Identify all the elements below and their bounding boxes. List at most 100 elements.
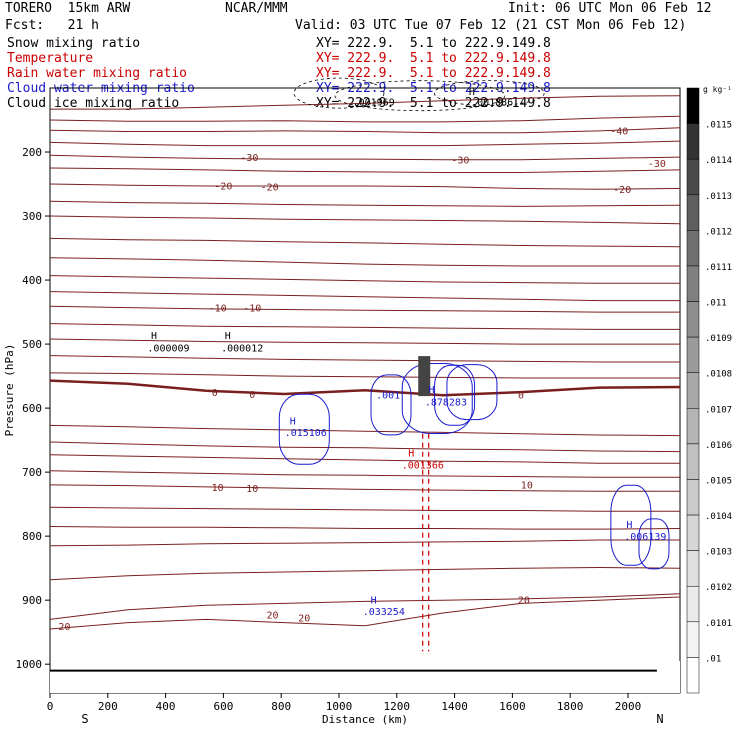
y-tick-label: 500 — [22, 338, 42, 351]
temperature-contour — [49, 470, 680, 478]
contour-label: -20 — [261, 183, 279, 194]
colorbar-label: .0113 — [705, 192, 732, 202]
contour-label: .001886 — [471, 97, 513, 108]
x-tick-label: 1600 — [499, 700, 526, 713]
temperature-contour — [49, 596, 681, 630]
legend-name: Temperature — [7, 51, 94, 66]
colorbar-label: .0115 — [705, 121, 732, 131]
colorbar-label: .0106 — [705, 441, 732, 451]
south-label: S — [81, 712, 88, 726]
contour-label: -30 — [648, 159, 666, 170]
colorbar-label: .0101 — [705, 619, 732, 629]
temperature-contour — [49, 539, 680, 547]
temperature-contour — [49, 200, 681, 207]
contour-label: H — [151, 331, 157, 342]
colorbar-swatch — [686, 550, 700, 587]
x-tick-label: 200 — [98, 700, 118, 713]
temperature-contour — [49, 454, 680, 464]
colorbar-label: .0103 — [705, 548, 732, 558]
x-tick-label: 1200 — [384, 700, 411, 713]
center-label: NCAR/MMM — [225, 1, 288, 16]
temperature-contour — [49, 115, 681, 123]
colorbar-swatch — [686, 621, 700, 658]
contour-label: H — [626, 520, 632, 531]
contour-label: 10 — [212, 483, 224, 494]
contour-label: H — [469, 87, 475, 98]
colorbar-swatch — [686, 514, 700, 551]
contour-label: 0 — [212, 388, 218, 399]
temperature-contour — [49, 593, 681, 620]
colorbar-swatch — [686, 443, 700, 480]
temperature-contour — [49, 257, 680, 267]
cloud-water-contour — [446, 364, 498, 421]
contour-label: 0 — [518, 391, 524, 402]
temperature-contour — [49, 291, 680, 302]
contour-label: -10 — [209, 304, 227, 315]
temperature-contour — [49, 506, 680, 512]
temperature-contour — [50, 95, 681, 110]
colorbar-swatch — [686, 123, 700, 160]
colorbar-label: .011 — [705, 299, 727, 309]
temperature-contour — [49, 441, 681, 453]
temperature-contour — [49, 566, 681, 581]
temperature-contour — [49, 379, 681, 397]
x-tick-label: 600 — [213, 700, 233, 713]
north-label: N — [656, 712, 663, 726]
contour-label: -10 — [243, 304, 261, 315]
contour-label: H — [290, 416, 296, 427]
contour-label: H — [408, 448, 414, 459]
contour-label: .001969 — [353, 97, 395, 108]
contour-label: 20 — [518, 596, 530, 607]
colorbar-swatch — [686, 479, 700, 516]
colorbar-swatch — [686, 230, 700, 267]
contour-label: -40 — [610, 126, 628, 137]
colorbar-swatch — [686, 194, 700, 231]
colorbar-label: .0114 — [705, 156, 732, 166]
x-tick-label: 400 — [156, 700, 176, 713]
contour-label: .006139 — [624, 532, 666, 543]
colorbar-label: .0104 — [705, 512, 732, 522]
contour-label: .001366 — [402, 460, 444, 471]
valid-label: Valid: 03 UTC Tue 07 Feb 12 (21 CST Mon … — [295, 18, 687, 33]
colorbar-swatch — [686, 585, 700, 623]
y-tick-label: 700 — [22, 466, 42, 479]
colorbar-label: .0109 — [705, 334, 732, 344]
temperature-contour — [49, 275, 680, 284]
colorbar-label: .01 — [705, 654, 721, 664]
x-axis-label: Distance (km) — [322, 713, 408, 726]
colorbar-label: .0108 — [705, 370, 732, 380]
y-tick-label: 400 — [22, 274, 42, 287]
cloud-water-contour — [434, 364, 476, 426]
colorbar-swatch — [686, 87, 700, 124]
contour-label: -20 — [613, 185, 631, 196]
contour-label: 10 — [521, 480, 533, 491]
x-tick-label: 0 — [47, 700, 54, 713]
y-tick-label: 900 — [22, 594, 42, 607]
snow-shading — [418, 356, 431, 397]
temperature-contour — [49, 215, 681, 225]
contour-label: H — [428, 385, 434, 396]
colorbar-label: .0105 — [705, 476, 732, 486]
temperature-contour — [49, 355, 680, 363]
legend-name: Rain water mixing ratio — [7, 66, 188, 81]
y-tick-label: 300 — [22, 210, 42, 223]
cloud-ice-contour — [293, 77, 385, 109]
temperature-contour — [49, 167, 681, 173]
contour-label: .033254 — [363, 607, 405, 618]
colorbar-label: .0111 — [705, 263, 732, 273]
x-tick-label: 1400 — [441, 700, 468, 713]
legend-name: Snow mixing ratio — [7, 36, 141, 51]
y-tick-label: 800 — [22, 530, 42, 543]
y-tick-label: 200 — [22, 146, 42, 159]
colorbar-label: .0107 — [705, 405, 732, 415]
x-tick-label: 800 — [271, 700, 291, 713]
temperature-contour — [49, 154, 681, 161]
temperature-contour — [49, 323, 680, 330]
contour-label: H — [371, 596, 377, 607]
legend-xy: XY= 222.9. 5.1 to 222.9.149.8 — [316, 51, 551, 66]
model-label: TORERO 15km ARW — [5, 1, 131, 16]
contour-label: .878283 — [425, 398, 467, 409]
x-tick-label: 2000 — [615, 700, 642, 713]
temperature-contour — [49, 338, 680, 345]
cloud-water-contour — [638, 518, 670, 570]
